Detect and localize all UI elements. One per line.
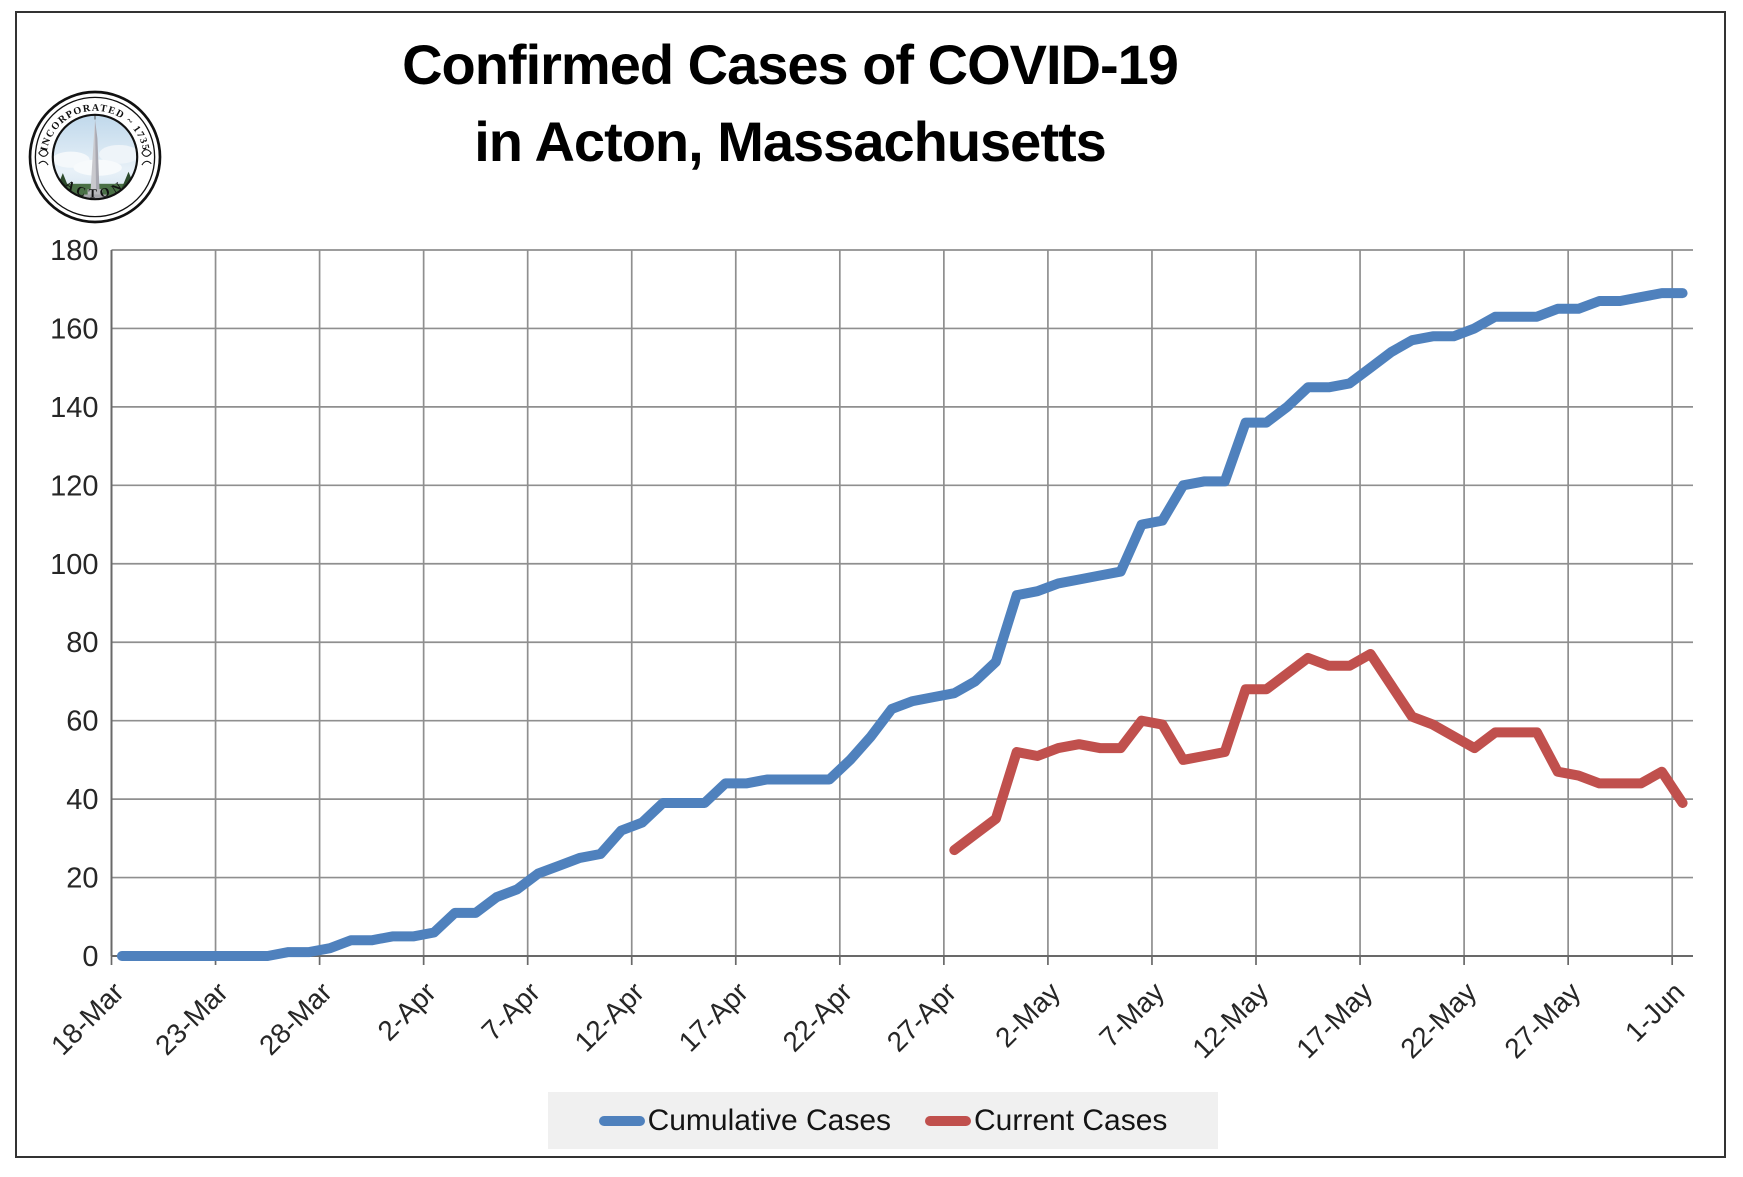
y-tick-label: 40 — [66, 784, 98, 816]
chart-title-line2: in Acton, Massachusetts — [474, 110, 1107, 174]
acton-town-seal-logo: INCORPORATED ~ 1735 ACTON — [28, 90, 162, 224]
y-tick-label: 20 — [66, 863, 98, 895]
x-tick-label: 23-Mar — [149, 976, 234, 1061]
seal-left-flourish — [38, 149, 49, 166]
current-line-swatch — [925, 1115, 972, 1126]
seal-obelisk-step — [83, 194, 107, 200]
x-tick-label: 12-Apr — [569, 976, 650, 1057]
x-tick-label: 28-Mar — [253, 976, 338, 1061]
seal-right-flourish — [141, 149, 152, 166]
seal-scene-ring — [51, 113, 139, 201]
x-tick-label: 7-Apr — [476, 976, 546, 1046]
page-border — [15, 11, 1726, 1158]
x-tick-label: 17-May — [1290, 976, 1378, 1064]
legend-item-current-cases: Current Cases — [925, 1104, 1167, 1138]
x-tick-label: 1-Jun — [1619, 976, 1690, 1047]
x-axis-labels: 18-Mar 23-Mar 28-Mar 2-Apr 7-Apr 12-Apr 17-Apr… — [45, 976, 1690, 1064]
y-tick-label: 80 — [66, 627, 98, 659]
axes — [110, 250, 1693, 965]
data-series — [116, 288, 1688, 961]
seal-obelisk-shade — [95, 119, 100, 192]
x-tick-label: 7-May — [1093, 976, 1170, 1053]
x-tick-label: 17-Apr — [673, 976, 754, 1057]
y-tick-label: 100 — [50, 549, 98, 581]
seal-cloud — [99, 144, 138, 164]
y-tick-label: 160 — [50, 313, 98, 345]
series-line-current-cases — [949, 649, 1688, 856]
series-line-cumulative-cases — [116, 288, 1688, 961]
chart-title: Confirmed Cases of COVID-19 in Acton, Ma… — [80, 26, 1500, 181]
x-tick-label: 22-Apr — [777, 976, 858, 1057]
x-tick-label: 2-May — [989, 976, 1066, 1053]
y-tick-label: 180 — [50, 235, 98, 267]
y-tick-label: 60 — [66, 706, 98, 738]
x-tick-label: 2-Apr — [372, 976, 442, 1046]
x-tick-label: 27-May — [1498, 976, 1586, 1064]
y-tick-label: 140 — [50, 392, 98, 424]
x-tick-label: 12-May — [1186, 976, 1274, 1064]
y-axis-labels: 0 20 40 60 80 100 120 140 160 180 — [50, 235, 98, 973]
chart-legend: Cumulative Cases Current Cases — [548, 1092, 1218, 1149]
gridlines — [111, 249, 1693, 956]
x-tick-label: 22-May — [1394, 976, 1482, 1064]
cumulative-line-swatch — [598, 1115, 645, 1126]
legend-label: Cumulative Cases — [647, 1103, 892, 1137]
x-tick-label: 27-Apr — [881, 976, 962, 1057]
chart-title-line1: Confirmed Cases of COVID-19 — [402, 33, 1179, 96]
y-tick-label: 120 — [50, 470, 98, 502]
x-tick-label: 18-Mar — [45, 976, 130, 1061]
seal-obelisk-plinth — [87, 189, 103, 195]
legend-item-cumulative-cases: Cumulative Cases — [598, 1103, 892, 1138]
y-tick-label: 0 — [82, 941, 98, 973]
legend-label: Current Cases — [974, 1103, 1168, 1137]
